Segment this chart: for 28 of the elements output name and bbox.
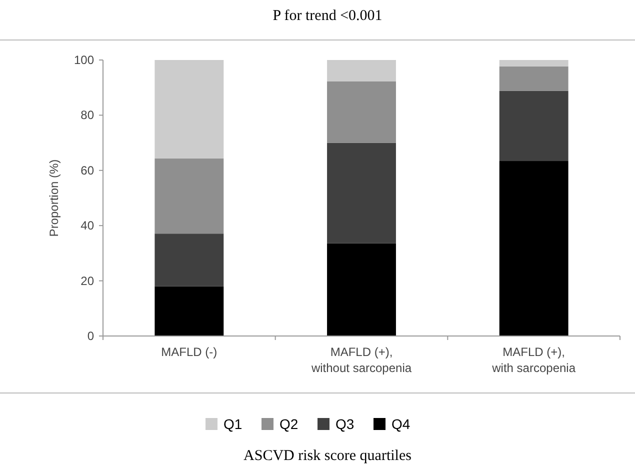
bar: [327, 81, 396, 143]
y-tick-label: 0: [87, 329, 94, 343]
bar: [327, 243, 396, 336]
bar: [499, 161, 568, 336]
bar: [154, 60, 224, 159]
y-tick-label: 60: [80, 163, 94, 178]
y-tick-label: 100: [74, 53, 94, 67]
x-tick-label: MAFLD (+), with sarcopenia: [491, 345, 576, 375]
legend-label: Q1: [224, 416, 242, 432]
bar: [499, 66, 568, 91]
bar: [327, 142, 396, 244]
bar: [499, 90, 568, 162]
y-tick-label: 40: [80, 218, 94, 233]
bar: [327, 60, 396, 82]
chart-title: P for trend <0.001: [272, 8, 382, 24]
bar: [154, 286, 224, 336]
x-tick-label: MAFLD (-): [161, 345, 218, 359]
bar: [499, 60, 568, 66]
bar: [154, 158, 224, 234]
legend-title: ASCVD risk score quartiles: [244, 448, 412, 464]
y-tick-label: 80: [80, 108, 94, 122]
legend-label: Q4: [392, 416, 410, 432]
bar: [154, 234, 224, 286]
legend-label: Q2: [280, 416, 298, 432]
legend-label: Q3: [336, 416, 354, 432]
y-axis-title: Proportion (%): [47, 159, 61, 237]
x-tick-label: MAFLD (+), without sarcopenia: [310, 345, 412, 375]
y-tick-label: 20: [80, 274, 94, 288]
